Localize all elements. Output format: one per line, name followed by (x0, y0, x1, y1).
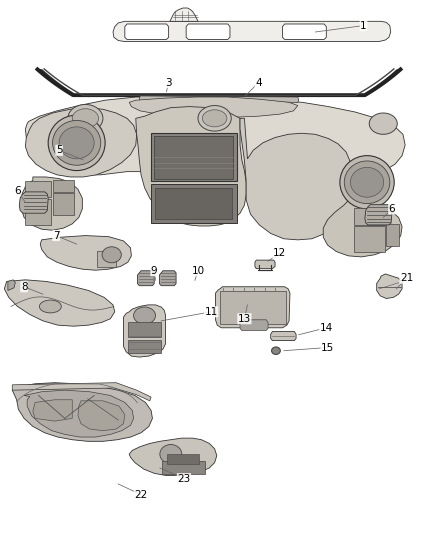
Text: 15: 15 (321, 343, 334, 352)
Bar (151, 133, 237, 181)
Polygon shape (113, 21, 391, 42)
Polygon shape (12, 383, 152, 441)
Polygon shape (129, 97, 298, 117)
Bar (354, 226, 385, 252)
Polygon shape (19, 192, 48, 213)
Polygon shape (170, 8, 198, 21)
Polygon shape (271, 332, 296, 341)
Polygon shape (138, 271, 154, 286)
Text: 6: 6 (14, 186, 21, 196)
Text: 4: 4 (255, 78, 262, 87)
Text: 14: 14 (320, 323, 333, 333)
Bar (128, 322, 161, 337)
Ellipse shape (53, 120, 101, 165)
Ellipse shape (39, 300, 61, 313)
Polygon shape (283, 24, 326, 39)
Polygon shape (139, 96, 299, 102)
Ellipse shape (350, 167, 384, 197)
Polygon shape (78, 401, 125, 431)
Bar (386, 224, 399, 246)
Ellipse shape (369, 113, 397, 134)
Polygon shape (25, 96, 405, 180)
Bar (53, 180, 74, 192)
Polygon shape (24, 390, 134, 437)
Ellipse shape (160, 445, 182, 464)
Polygon shape (12, 383, 151, 401)
Text: 23: 23 (177, 474, 191, 483)
Bar (25, 181, 51, 197)
Text: 8: 8 (21, 282, 28, 292)
Bar (97, 251, 116, 266)
Text: 21: 21 (400, 273, 413, 283)
Polygon shape (255, 260, 275, 269)
Polygon shape (240, 320, 268, 330)
Bar (167, 454, 199, 464)
Ellipse shape (48, 115, 105, 171)
Polygon shape (240, 118, 353, 240)
Polygon shape (215, 287, 290, 328)
Polygon shape (365, 205, 392, 225)
Polygon shape (186, 24, 230, 39)
Bar (25, 199, 51, 225)
Polygon shape (129, 438, 217, 475)
Polygon shape (377, 274, 402, 298)
Ellipse shape (202, 110, 227, 127)
Text: 3: 3 (165, 78, 172, 87)
Text: 9: 9 (151, 266, 158, 276)
Text: 5: 5 (56, 146, 63, 155)
Text: 22: 22 (134, 490, 148, 499)
Polygon shape (125, 24, 169, 39)
Bar (53, 193, 74, 215)
Polygon shape (4, 280, 115, 326)
Text: 12: 12 (273, 248, 286, 258)
Polygon shape (136, 107, 246, 226)
Ellipse shape (134, 307, 155, 324)
Text: 7: 7 (53, 231, 60, 240)
Polygon shape (159, 271, 176, 286)
Text: 13: 13 (238, 314, 251, 324)
Bar (151, 184, 237, 223)
Text: 10: 10 (191, 266, 205, 276)
Polygon shape (33, 400, 72, 421)
Text: 6: 6 (389, 204, 396, 214)
Bar (155, 188, 232, 219)
Ellipse shape (344, 161, 390, 204)
Text: 11: 11 (205, 307, 218, 317)
Polygon shape (25, 108, 137, 177)
Polygon shape (21, 177, 82, 230)
Ellipse shape (59, 127, 94, 159)
Ellipse shape (272, 347, 280, 354)
Polygon shape (40, 236, 131, 270)
Ellipse shape (198, 106, 231, 131)
Ellipse shape (72, 109, 99, 128)
Polygon shape (8, 280, 15, 290)
Ellipse shape (340, 156, 394, 209)
Text: 1: 1 (360, 21, 367, 30)
Ellipse shape (102, 247, 121, 263)
Ellipse shape (68, 104, 103, 132)
Bar (154, 136, 233, 179)
Polygon shape (124, 305, 166, 357)
Bar (162, 461, 205, 474)
Bar (128, 340, 161, 353)
Bar (354, 208, 385, 225)
Polygon shape (323, 198, 402, 257)
Bar (220, 291, 286, 324)
